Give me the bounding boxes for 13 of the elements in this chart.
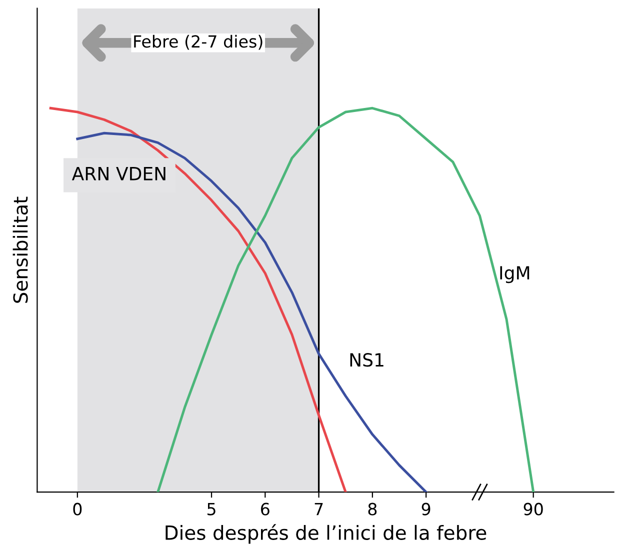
x-tick-label: 7	[314, 502, 323, 516]
series-label: IgM	[500, 266, 530, 284]
series-label: NS1	[350, 353, 384, 367]
series-label: ARN VDEN	[72, 167, 166, 180]
band-label: Febre (2-7 dies)	[134, 34, 262, 50]
y-axis-title: Sensibilitat	[12, 196, 28, 303]
x-axis-title: Dies després de l’inici de la febre	[166, 524, 486, 544]
x-tick-label: 6	[261, 502, 270, 516]
x-tick-label: 9	[422, 502, 430, 516]
x-tick-label: 5	[208, 502, 216, 516]
x-tick-label: 90	[524, 502, 543, 516]
x-tick-label: 8	[368, 502, 377, 516]
x-tick-label: 0	[73, 502, 82, 516]
